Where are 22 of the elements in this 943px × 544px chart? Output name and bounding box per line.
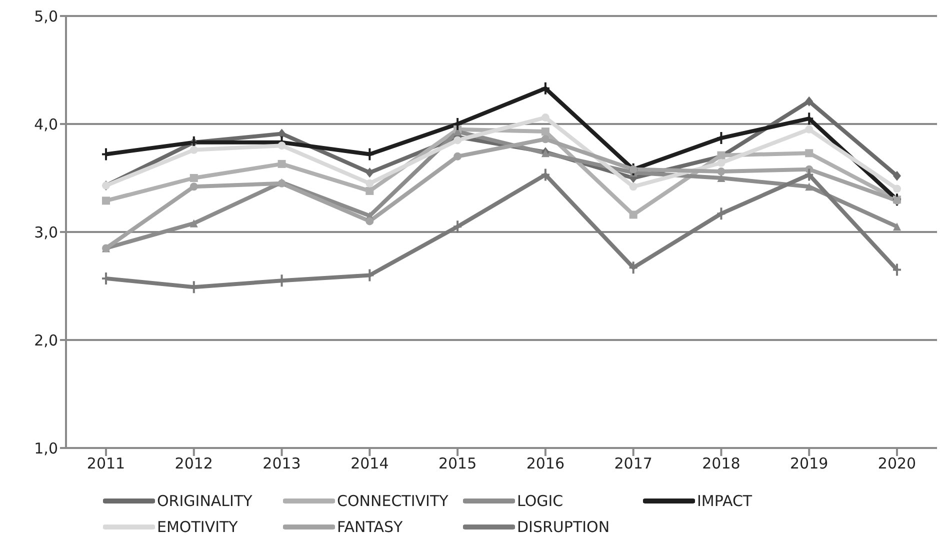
x-tick-label: 2020 bbox=[878, 454, 916, 473]
x-tick-label: 2016 bbox=[526, 454, 565, 473]
x-tick-label: 2014 bbox=[350, 454, 389, 473]
y-tick-label: 1,0 bbox=[34, 439, 58, 458]
legend-label: ORIGINALITY bbox=[157, 492, 252, 510]
x-tick-label: 2013 bbox=[262, 454, 301, 473]
x-tick-label: 2011 bbox=[86, 454, 126, 473]
x-tick-label: 2012 bbox=[174, 454, 213, 473]
y-tick-label: 5,0 bbox=[34, 7, 58, 26]
y-tick-label: 4,0 bbox=[34, 115, 58, 134]
x-tick-label: 2018 bbox=[702, 454, 740, 473]
legend-label: EMOTIVITY bbox=[157, 518, 238, 536]
x-tick-label: 2019 bbox=[790, 454, 828, 473]
legend-label: CONNECTIVITY bbox=[337, 492, 448, 510]
y-tick-label: 3,0 bbox=[34, 223, 58, 242]
legend-label: DISRUPTION bbox=[517, 518, 610, 536]
y-tick-label: 2,0 bbox=[34, 331, 58, 350]
x-tick-label: 2015 bbox=[438, 454, 477, 473]
x-tick-label: 2017 bbox=[614, 454, 652, 473]
legend-label: IMPACT bbox=[697, 492, 752, 510]
legend-label: FANTASY bbox=[337, 518, 403, 536]
legend-label: LOGIC bbox=[517, 492, 564, 510]
